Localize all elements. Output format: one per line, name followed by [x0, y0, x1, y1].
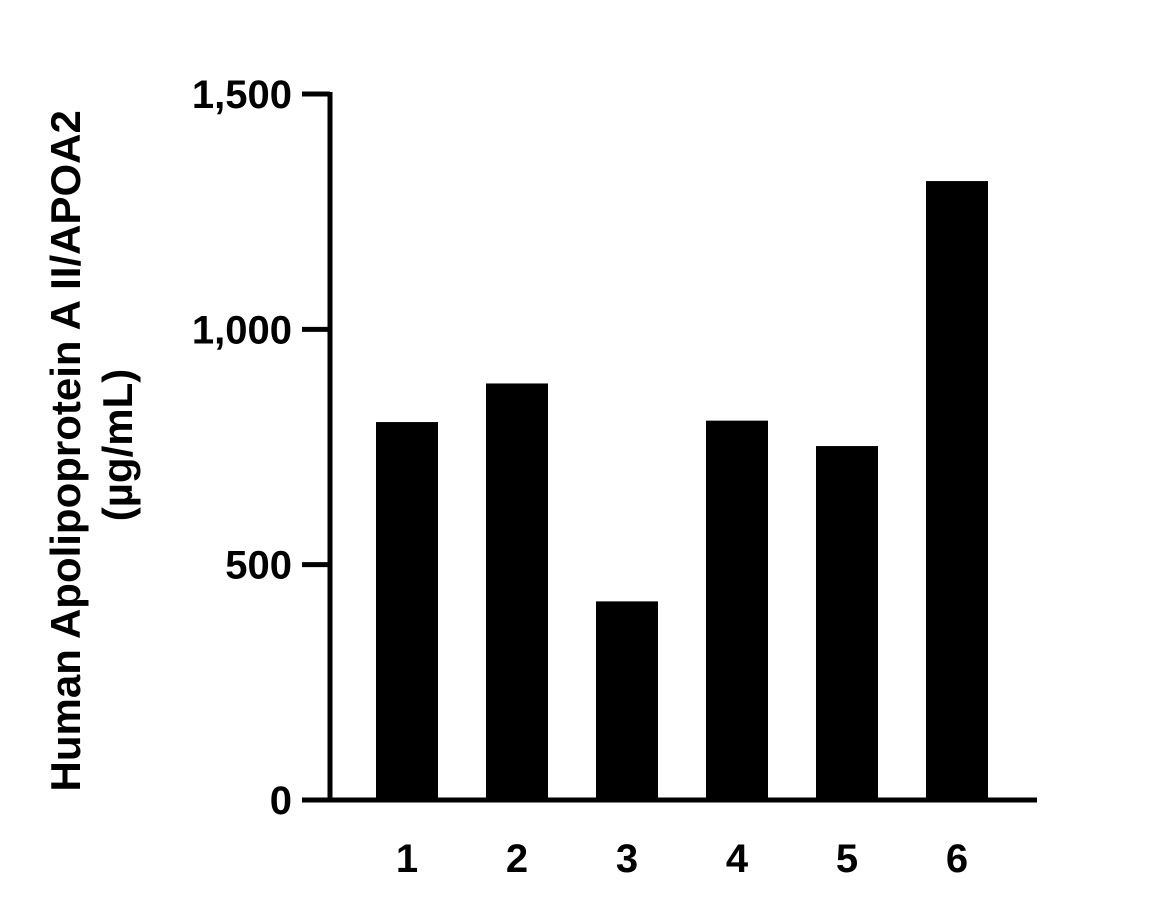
y-tick-label: 0: [270, 779, 292, 823]
y-tick-label: 500: [225, 544, 292, 588]
bar-5: [816, 446, 878, 800]
y-tick-label: 1,500: [192, 73, 292, 117]
bar-4: [706, 420, 768, 800]
x-ticks: 1 2 3 4 5 6: [396, 837, 968, 881]
bar-6: [926, 181, 988, 800]
x-tick-label: 3: [616, 837, 638, 881]
x-tick-label: 1: [396, 837, 418, 881]
x-tick-label: 5: [836, 837, 858, 881]
y-tick-label: 1,000: [192, 308, 292, 352]
bars: [376, 181, 988, 800]
y-ticks: 0 500 1,000 1,500: [192, 73, 330, 823]
bar-1: [376, 422, 438, 800]
x-tick-label: 4: [726, 837, 749, 881]
axes: [302, 92, 1037, 803]
bar-2: [486, 383, 548, 800]
bar-3: [596, 601, 658, 800]
x-tick-label: 2: [506, 837, 528, 881]
y-axis-title: Human Apolipoprotein A II/APOA2 (µg/mL): [42, 98, 141, 791]
y-axis-title-line-2: (µg/mL): [94, 369, 141, 522]
y-axis-title-line-1: Human Apolipoprotein A II/APOA2: [42, 110, 89, 791]
x-tick-label: 6: [946, 837, 968, 881]
